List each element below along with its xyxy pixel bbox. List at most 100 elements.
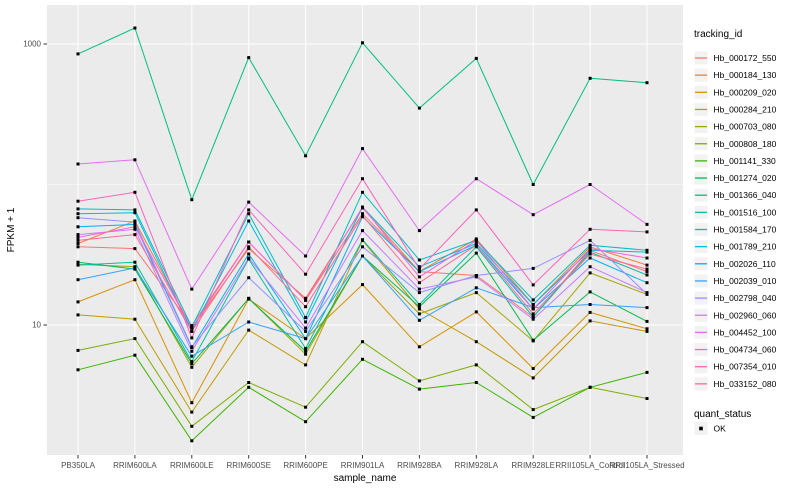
data-point <box>133 260 137 264</box>
data-point <box>190 349 194 353</box>
data-point <box>645 256 649 260</box>
data-point <box>474 208 478 212</box>
data-point <box>474 242 478 245</box>
legend-label: Hb_000808_180 <box>714 139 777 149</box>
data-point <box>361 229 364 233</box>
legend-label: Hb_000172_550 <box>714 53 777 63</box>
data-point <box>247 219 251 223</box>
data-point <box>645 306 649 310</box>
data-point <box>76 263 80 267</box>
y-tick-label: 1000 <box>23 40 41 49</box>
data-point <box>417 318 421 322</box>
data-point <box>76 242 80 245</box>
data-point <box>474 363 478 367</box>
data-point <box>76 199 80 203</box>
legend-title-tracking-id: tracking_id <box>694 29 742 40</box>
data-point <box>417 275 421 279</box>
x-tick-label: RRIM901LA <box>341 461 385 470</box>
data-point <box>645 222 649 226</box>
data-point <box>474 177 478 181</box>
legend-label: OK <box>714 424 727 434</box>
data-point <box>304 405 308 409</box>
data-point <box>474 56 478 60</box>
data-point <box>304 305 308 309</box>
axis-layer: PB350LA RRIM600LA RRIM600LE RRIM600SE RRIM60… <box>23 40 684 471</box>
y-tick-label: 10 <box>32 321 41 330</box>
data-point <box>304 320 308 324</box>
data-point <box>474 251 478 255</box>
data-point <box>133 266 137 270</box>
data-point <box>247 200 251 204</box>
data-point <box>417 287 421 291</box>
data-point <box>304 349 308 353</box>
x-tick-label: RRIM928LE <box>511 461 555 470</box>
data-point <box>361 41 364 45</box>
data-point <box>361 214 364 218</box>
data-point <box>76 235 80 239</box>
data-point <box>531 367 535 370</box>
data-point <box>190 362 194 366</box>
data-point <box>133 353 137 357</box>
data-point <box>645 270 649 274</box>
data-point <box>76 368 80 372</box>
legend-label: Hb_000284_210 <box>714 104 777 114</box>
data-point <box>133 337 137 341</box>
data-point <box>76 238 80 242</box>
data-point <box>247 212 251 216</box>
data-point <box>304 298 308 302</box>
data-point <box>645 248 649 252</box>
data-point <box>474 340 478 344</box>
legend-label: Hb_004452_100 <box>714 327 777 337</box>
x-axis-title: sample_name <box>334 473 397 484</box>
legend-label: Hb_007354_010 <box>714 362 777 372</box>
data-point <box>247 256 251 260</box>
x-tick-label: RRIM600PE <box>283 461 327 470</box>
data-point <box>531 298 535 302</box>
data-point <box>76 52 80 56</box>
black-square-icon <box>699 426 703 431</box>
data-point <box>588 385 592 389</box>
series-layer <box>76 26 649 443</box>
data-point <box>247 240 251 244</box>
data-point <box>417 265 421 269</box>
data-point <box>247 252 251 256</box>
data-point <box>247 247 251 251</box>
data-point <box>531 213 535 217</box>
x-tick-label: RRII105LA_Stressed <box>609 461 684 470</box>
legend-label: Hb_033152_080 <box>714 379 777 389</box>
data-point <box>304 254 308 258</box>
data-point <box>588 265 592 269</box>
data-point <box>531 408 535 412</box>
data-point <box>361 212 364 216</box>
data-point <box>304 337 308 341</box>
data-point <box>133 26 137 30</box>
data-point <box>361 147 364 151</box>
data-point <box>417 312 421 316</box>
data-point <box>588 227 592 231</box>
data-point <box>417 379 421 383</box>
data-point <box>304 363 308 367</box>
legend-label: Hb_002798_040 <box>714 293 777 303</box>
data-point <box>247 328 251 332</box>
data-point <box>531 338 535 342</box>
legend-label: Hb_001141_330 <box>714 156 777 166</box>
data-point <box>247 56 251 60</box>
data-point <box>417 270 421 274</box>
data-point <box>361 245 364 249</box>
data-point <box>76 300 80 304</box>
data-point <box>588 183 592 186</box>
data-point <box>588 76 592 80</box>
data-point <box>645 273 649 277</box>
data-point <box>76 245 80 249</box>
data-point <box>133 247 137 251</box>
data-point <box>417 258 421 262</box>
data-point <box>361 357 364 361</box>
data-point <box>361 340 364 344</box>
data-point <box>133 225 137 229</box>
data-point <box>474 286 478 290</box>
x-tick-label: RRIM928BA <box>397 461 442 470</box>
data-point <box>417 281 421 285</box>
data-point <box>190 401 194 405</box>
data-point <box>531 415 535 419</box>
data-point <box>190 198 194 202</box>
